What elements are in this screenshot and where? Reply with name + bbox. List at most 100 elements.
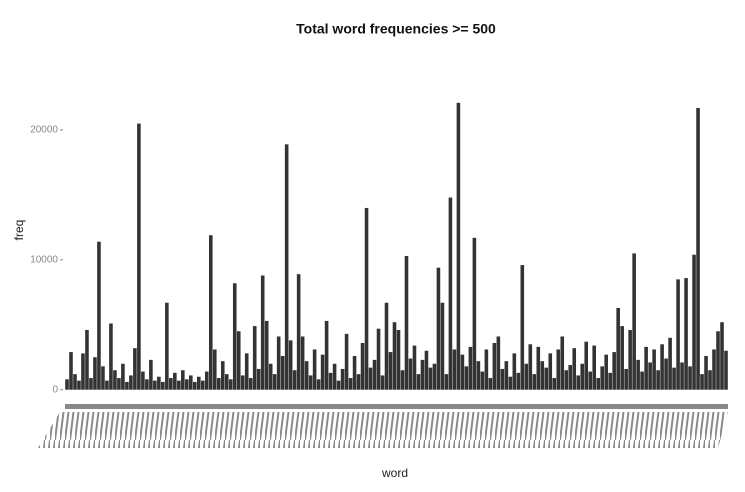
bar [568, 365, 573, 390]
bar [141, 371, 145, 390]
bar [193, 381, 197, 390]
bar [704, 355, 708, 390]
bar [552, 378, 557, 390]
bar [624, 368, 628, 390]
bar [93, 357, 97, 390]
bar [125, 381, 129, 390]
bar [716, 331, 720, 390]
bar [388, 352, 393, 390]
bar [252, 326, 257, 390]
x-axis-label: word [381, 466, 408, 480]
bar [540, 361, 545, 390]
bar [660, 344, 664, 390]
bar [169, 378, 173, 390]
bar [696, 107, 700, 390]
bar [412, 345, 417, 390]
bar [165, 302, 169, 390]
bar [448, 197, 453, 390]
bar [212, 349, 217, 390]
bar [528, 344, 533, 390]
bar [77, 380, 81, 390]
bar [189, 375, 193, 390]
bar [368, 367, 373, 390]
bar [680, 362, 684, 390]
bar [220, 361, 225, 390]
bar [708, 370, 712, 390]
bar [436, 267, 441, 390]
bar [344, 333, 349, 390]
bar [181, 370, 185, 390]
bar [228, 379, 233, 390]
bar [336, 380, 341, 390]
bar [724, 350, 728, 390]
bar [153, 380, 157, 390]
bar [504, 361, 509, 390]
bar [264, 320, 269, 390]
bar [440, 302, 445, 390]
bar [516, 372, 521, 390]
x-label-smear [38, 412, 728, 448]
bar [137, 123, 141, 390]
bar [244, 353, 249, 390]
bar [340, 368, 345, 390]
bar [216, 378, 221, 390]
bar [532, 374, 537, 390]
bar [524, 363, 529, 390]
bar [416, 374, 421, 390]
bar [324, 320, 329, 390]
bar [65, 379, 69, 390]
bar [268, 363, 273, 390]
y-axis-label: freq [12, 220, 26, 241]
bar [364, 207, 369, 390]
bar [69, 352, 73, 390]
bar [688, 366, 692, 390]
y-tick-label: 0 [52, 384, 58, 395]
bar [276, 336, 281, 390]
bar [232, 283, 237, 390]
bar [692, 254, 696, 390]
bar [121, 363, 125, 390]
bar [380, 375, 385, 390]
bar [652, 349, 656, 390]
bar [157, 376, 161, 390]
bar [476, 361, 481, 390]
bar [520, 265, 525, 390]
bar [572, 348, 577, 390]
bar [392, 322, 397, 390]
bar [672, 367, 676, 390]
bar [272, 374, 277, 390]
bar [304, 361, 309, 390]
bar [616, 307, 620, 390]
bar [420, 359, 425, 390]
bar [248, 378, 253, 390]
bar [256, 368, 261, 390]
bar [200, 380, 205, 390]
bar [332, 363, 337, 390]
bar [536, 346, 541, 390]
bar [81, 353, 85, 390]
bar [712, 349, 716, 390]
bar [133, 348, 137, 390]
bar [292, 370, 297, 390]
bar [612, 352, 616, 390]
bar [320, 354, 325, 390]
bar [648, 362, 652, 390]
bar [548, 353, 553, 390]
bar [668, 337, 672, 390]
bar [484, 349, 489, 390]
bar [656, 370, 660, 390]
bar [352, 355, 357, 390]
bar [280, 355, 285, 390]
bar [308, 375, 313, 390]
bar [97, 241, 101, 390]
bar [204, 371, 209, 390]
bar [356, 374, 361, 390]
bar [460, 354, 465, 390]
bar [197, 376, 201, 390]
y-tick-label: 10000 [30, 255, 58, 266]
bar [284, 144, 289, 390]
bar [173, 372, 177, 390]
bar [328, 372, 333, 390]
bar [384, 302, 389, 390]
